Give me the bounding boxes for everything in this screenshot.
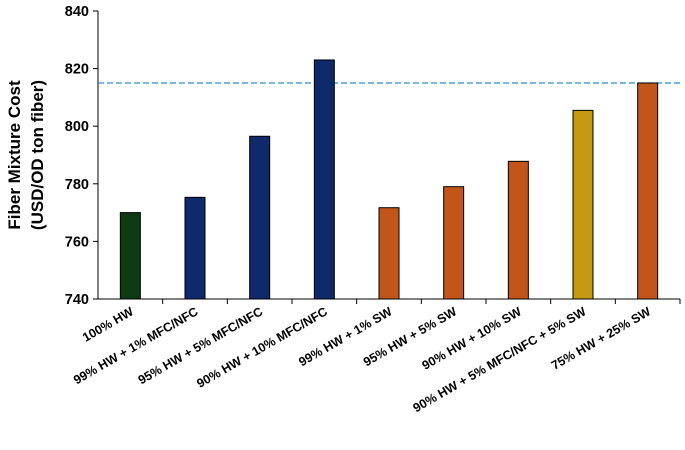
y-tick-label: 820 xyxy=(65,62,89,78)
bar xyxy=(184,196,206,300)
y-tick-label: 840 xyxy=(65,4,89,20)
y-tick-label: 780 xyxy=(65,177,89,193)
y-tick-label: 800 xyxy=(65,119,89,135)
bar xyxy=(443,186,465,300)
bar xyxy=(378,207,400,300)
bar xyxy=(572,109,594,300)
x-category-label: 100% HW xyxy=(80,304,136,344)
y-axis-title-line-1: Fiber Mixture Cost xyxy=(5,80,24,230)
bar xyxy=(249,135,271,300)
y-tick-label: 760 xyxy=(65,234,89,250)
y-axis-title-line-2: (USD/OD ton fiber) xyxy=(28,80,47,230)
bars xyxy=(119,59,659,300)
bar xyxy=(507,160,529,300)
y-tick-labels: 740 760 780 800 820 840 xyxy=(65,4,89,308)
bar xyxy=(637,82,659,300)
y-tick-label: 740 xyxy=(65,292,89,308)
bar xyxy=(313,59,335,300)
bar xyxy=(119,212,141,300)
